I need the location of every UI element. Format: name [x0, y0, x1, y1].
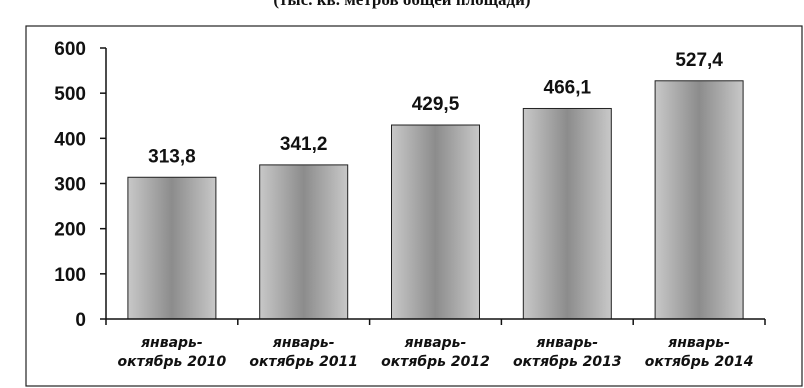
x-category-label-line1: январь- — [404, 335, 467, 351]
y-tick-label: 0 — [75, 310, 86, 331]
x-category-label-line1: январь- — [140, 335, 203, 351]
y-tick-label: 500 — [54, 84, 86, 105]
x-category-label-line2: октябрь 2010 — [118, 354, 227, 370]
data-label: 341,2 — [280, 134, 328, 155]
x-axis: январь-октябрь 2010 январь-октябрь 2011 ян… — [105, 318, 766, 370]
x-category-label-line1: январь- — [667, 335, 730, 351]
bar — [259, 164, 349, 320]
data-labels: 313,8 341,2 429,5 466,1 527,4 — [148, 50, 723, 167]
y-tick-label: 100 — [54, 265, 86, 286]
data-label: 313,8 — [148, 146, 196, 167]
x-category-label-line2: октябрь 2012 — [381, 354, 490, 370]
x-category-label-line2: октябрь 2013 — [513, 354, 622, 370]
data-label: 466,1 — [544, 77, 592, 98]
x-category-label-line2: октябрь 2014 — [645, 354, 754, 370]
bars — [127, 80, 744, 320]
data-label: 527,4 — [675, 50, 723, 71]
y-tick-label: 600 — [54, 39, 86, 60]
bar — [391, 124, 480, 320]
bar — [522, 107, 612, 320]
y-tick-label: 300 — [54, 175, 86, 196]
bar — [654, 80, 744, 320]
y-axis: 0 100 200 300 400 500 600 — [54, 39, 107, 331]
chart-title: (тыс. кв. метров общей площади) — [0, 0, 804, 10]
x-category-label-line1: январь- — [272, 335, 335, 351]
x-category-label-line1: январь- — [535, 335, 598, 351]
y-tick-label: 400 — [54, 129, 86, 150]
bar — [127, 176, 217, 320]
chart-frame — [25, 25, 803, 387]
data-label: 429,5 — [412, 94, 460, 115]
x-category-label-line2: октябрь 2011 — [249, 354, 358, 370]
y-tick-label: 200 — [54, 220, 86, 241]
